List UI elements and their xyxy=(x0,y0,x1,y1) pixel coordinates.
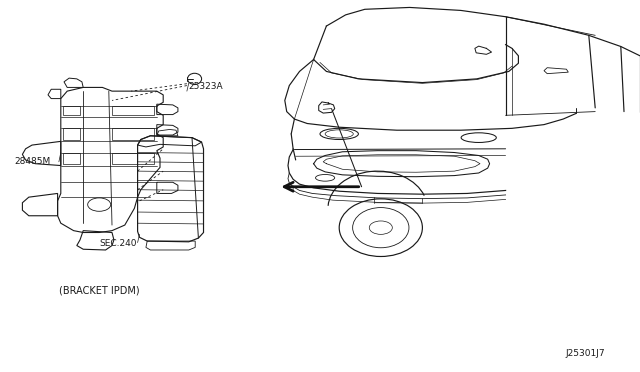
Text: 28485M: 28485M xyxy=(14,157,51,166)
Text: SEC.240: SEC.240 xyxy=(99,239,137,248)
Text: J25301J7: J25301J7 xyxy=(565,349,605,358)
Text: 25323A: 25323A xyxy=(189,82,223,91)
Text: (BRACKET IPDM): (BRACKET IPDM) xyxy=(59,285,140,295)
